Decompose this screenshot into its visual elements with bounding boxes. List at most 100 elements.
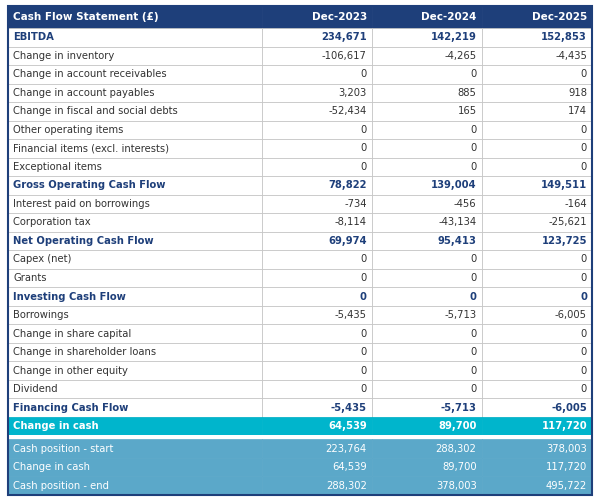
Bar [262,287,372,306]
Bar [482,361,592,380]
Text: 0: 0 [581,273,587,283]
Bar [262,121,372,139]
Text: 0: 0 [470,143,476,153]
Bar [372,398,482,417]
Text: 885: 885 [458,88,476,98]
Bar [8,306,262,324]
Text: -43,134: -43,134 [439,217,476,227]
Text: Change in account payables: Change in account payables [13,88,155,98]
Text: 0: 0 [361,143,367,153]
Bar [262,213,372,232]
Text: 89,700: 89,700 [438,421,476,431]
Bar [262,102,372,121]
Text: 0: 0 [360,292,367,302]
Bar [8,417,262,435]
Bar [482,269,592,287]
Text: -52,434: -52,434 [329,106,367,116]
Text: Dec-2024: Dec-2024 [421,12,476,22]
Bar [482,476,592,495]
Bar [8,269,262,287]
Text: -5,713: -5,713 [441,403,476,413]
Text: 288,302: 288,302 [326,481,367,491]
Bar [372,287,482,306]
Bar [8,250,262,269]
Text: 0: 0 [580,292,587,302]
Bar [372,250,482,269]
Text: Change in fiscal and social debts: Change in fiscal and social debts [13,106,178,116]
Text: -6,005: -6,005 [555,310,587,320]
Bar [262,361,372,380]
Text: 0: 0 [361,255,367,265]
Text: 139,004: 139,004 [431,180,476,190]
Bar [482,287,592,306]
Text: 117,720: 117,720 [546,462,587,472]
Text: 0: 0 [581,366,587,376]
Bar [482,139,592,158]
Bar [482,6,592,28]
Bar [482,306,592,324]
Bar [8,84,262,102]
Text: 0: 0 [470,329,476,339]
Text: -456: -456 [454,199,476,209]
Text: 0: 0 [470,162,476,172]
Bar [372,213,482,232]
Bar [262,417,372,435]
Text: 149,511: 149,511 [541,180,587,190]
Bar [8,65,262,84]
Text: 0: 0 [581,347,587,357]
Bar [262,324,372,343]
Text: 165: 165 [457,106,476,116]
Bar [262,250,372,269]
Text: -4,265: -4,265 [445,51,476,61]
Bar [262,176,372,195]
Text: 0: 0 [470,347,476,357]
Text: 378,003: 378,003 [546,444,587,454]
Text: 78,822: 78,822 [328,180,367,190]
Bar [372,361,482,380]
Bar [8,102,262,121]
Bar [262,458,372,476]
Text: Dec-2025: Dec-2025 [532,12,587,22]
Bar [372,139,482,158]
Text: 0: 0 [470,384,476,394]
Bar [8,343,262,361]
Text: Cash position - end: Cash position - end [13,481,109,491]
Bar [8,139,262,158]
Text: -4,435: -4,435 [555,51,587,61]
Bar [262,139,372,158]
Text: Net Operating Cash Flow: Net Operating Cash Flow [13,236,154,246]
Text: 918: 918 [568,88,587,98]
Text: Change in account receivables: Change in account receivables [13,69,167,79]
Bar [482,380,592,398]
Bar [372,158,482,176]
Text: 64,539: 64,539 [332,462,367,472]
Bar [482,250,592,269]
Bar [262,343,372,361]
Bar [372,84,482,102]
Text: 0: 0 [361,162,367,172]
Bar [372,121,482,139]
Bar [8,324,262,343]
Bar [482,213,592,232]
Bar [482,121,592,139]
Bar [8,361,262,380]
Bar [8,158,262,176]
Text: Corporation tax: Corporation tax [13,217,91,227]
Bar [8,176,262,195]
Text: -8,114: -8,114 [335,217,367,227]
Bar [8,439,262,458]
Bar [8,213,262,232]
Text: 0: 0 [470,125,476,135]
Text: -5,435: -5,435 [335,310,367,320]
Text: 69,974: 69,974 [328,236,367,246]
Text: -734: -734 [344,199,367,209]
Bar [372,458,482,476]
Text: 142,219: 142,219 [431,32,476,42]
Text: 152,853: 152,853 [541,32,587,42]
Bar [262,28,372,47]
Bar [262,195,372,213]
Text: 288,302: 288,302 [436,444,476,454]
Bar [482,343,592,361]
Text: 0: 0 [470,366,476,376]
Bar [8,380,262,398]
